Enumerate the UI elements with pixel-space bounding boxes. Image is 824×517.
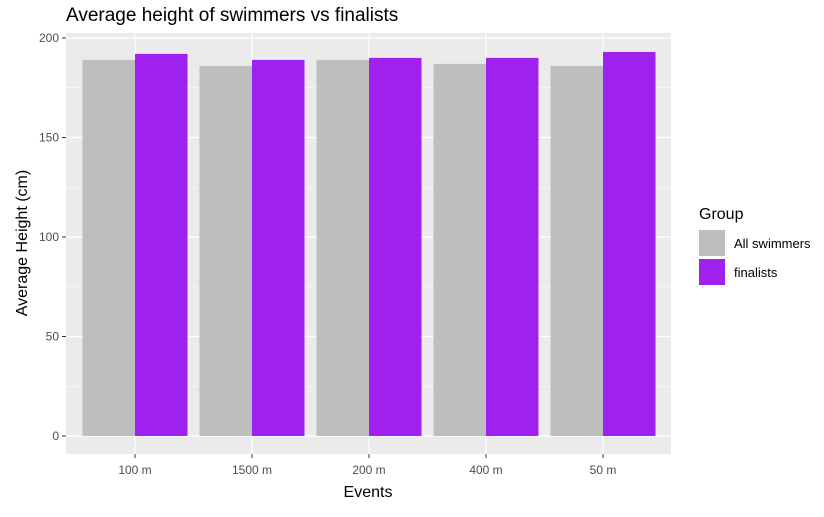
x-tick-label: 100 m xyxy=(118,463,151,477)
y-tick-label: 150 xyxy=(39,131,59,145)
x-axis-title: Events xyxy=(344,484,393,501)
x-tick-label: 400 m xyxy=(469,463,502,477)
bar-all-swimmers-100-m xyxy=(82,59,135,436)
legend-key-all-swimmers xyxy=(699,230,725,256)
x-axis: 100 m 1500 m 200 m 400 m 50 m xyxy=(118,454,616,477)
y-tick-label: 200 xyxy=(39,31,59,45)
legend-label-finalists: finalists xyxy=(734,265,778,280)
y-axis: 0 50 100 150 200 xyxy=(39,31,66,443)
bar-all-swimmers-1500-m xyxy=(199,65,252,437)
bar-finalists-1500-m xyxy=(252,59,305,436)
legend-label-all-swimmers: All swimmers xyxy=(734,236,811,251)
x-tick-label: 50 m xyxy=(590,463,617,477)
bars-layer xyxy=(82,51,656,437)
legend-key-finalists xyxy=(699,259,725,285)
bar-all-swimmers-400-m xyxy=(433,63,486,437)
y-tick-label: 0 xyxy=(52,429,59,443)
legend: Group All swimmers finalists xyxy=(699,206,811,285)
x-tick-label: 1500 m xyxy=(232,463,272,477)
x-tick-label: 200 m xyxy=(352,463,385,477)
legend-title: Group xyxy=(699,206,744,223)
bar-finalists-100-m xyxy=(135,53,188,437)
bar-finalists-50-m xyxy=(603,51,656,437)
bar-all-swimmers-200-m xyxy=(316,59,369,436)
bar-finalists-400-m xyxy=(486,57,539,437)
bar-all-swimmers-50-m xyxy=(550,65,603,437)
y-axis-title: Average Height (cm) xyxy=(14,170,31,316)
y-tick-label: 100 xyxy=(39,230,59,244)
bar-finalists-200-m xyxy=(369,57,422,437)
y-tick-label: 50 xyxy=(46,330,60,344)
chart-title: Average height of swimmers vs finalists xyxy=(66,5,398,26)
